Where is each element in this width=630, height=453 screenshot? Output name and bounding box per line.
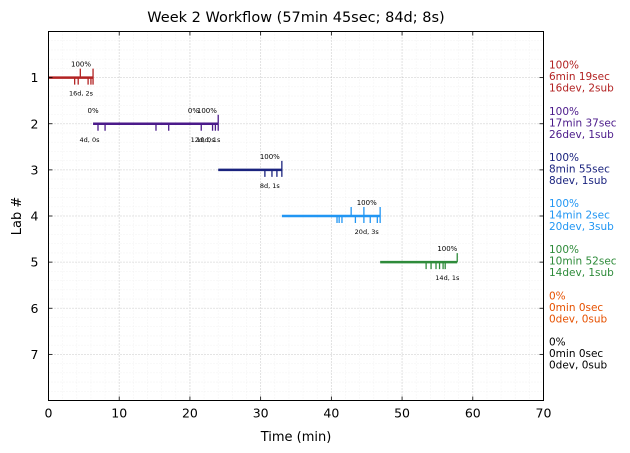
side-summary-line: 100%: [549, 244, 579, 256]
count-label: 16d, 2s: [69, 90, 94, 98]
percent-label: 0%: [188, 107, 199, 115]
x-tick-label: 0: [45, 406, 53, 421]
count-label: 4d, 0s: [80, 136, 101, 144]
percent-label: 100%: [437, 245, 457, 253]
count-label: 14d, 1s: [435, 274, 460, 282]
side-summary-line: 20dev, 3sub: [549, 221, 614, 233]
y-tick-label: 2: [31, 116, 39, 131]
count-label: 10d, 1s: [196, 136, 221, 144]
x-tick-label: 50: [394, 406, 410, 421]
y-tick-label: 4: [31, 209, 39, 224]
x-axis-label: Time (min): [260, 430, 332, 445]
count-label: 8d, 1s: [260, 182, 281, 190]
y-tick-label: 6: [31, 301, 39, 316]
side-summary-line: 8dev, 1sub: [549, 175, 608, 187]
percent-label: 100%: [260, 153, 280, 161]
percent-label: 100%: [197, 107, 217, 115]
x-tick-label: 30: [253, 406, 269, 421]
side-summary-line: 14dev, 1sub: [549, 267, 614, 279]
side-summary-line: 100%: [549, 60, 579, 72]
percent-label: 100%: [71, 61, 91, 69]
percent-label: 0%: [87, 107, 98, 115]
side-summary-line: 0min 0sec: [549, 302, 603, 314]
side-summary-line: 0%: [549, 290, 566, 302]
y-axis-label: Lab #: [10, 197, 25, 236]
x-tick-label: 10: [111, 406, 127, 421]
side-summary-line: 8min 55sec: [549, 163, 610, 175]
count-label: 20d, 3s: [355, 228, 380, 236]
side-summary-line: 100%: [549, 106, 579, 118]
side-summary-line: 100%: [549, 198, 579, 210]
axis-ticks: 0 10 20 30 40 50 60 70 1 2 3 4 5 6 7: [31, 31, 552, 421]
side-summary-line: 6min 19sec: [549, 71, 610, 83]
side-summary-line: 17min 37sec: [549, 117, 617, 129]
y-tick-label: 7: [31, 347, 39, 362]
side-summary-line: 0min 0sec: [549, 348, 603, 360]
x-tick-label: 70: [536, 406, 552, 421]
side-summary-line: 16dev, 2sub: [549, 83, 614, 95]
y-tick-label: 5: [31, 255, 39, 270]
side-summary-line: 0%: [549, 336, 566, 348]
side-summary-line: 100%: [549, 152, 579, 164]
side-summary-line: 0dev, 0sub: [549, 359, 608, 371]
count-label: 12d, 0s: [191, 136, 216, 144]
side-summary-line: 14min 2sec: [549, 210, 610, 222]
y-tick-label: 3: [31, 162, 39, 177]
side-summary-line: 10min 52sec: [549, 256, 617, 268]
side-summary-line: 0dev, 0sub: [549, 313, 608, 325]
side-summary-line: 26dev, 1sub: [549, 129, 614, 141]
chart-title: Week 2 Workflow (57min 45sec; 84d; 8s): [147, 10, 444, 26]
x-tick-label: 40: [323, 406, 339, 421]
y-tick-label: 1: [31, 70, 39, 85]
x-tick-label: 60: [465, 406, 481, 421]
percent-label: 100%: [357, 199, 377, 207]
x-tick-label: 20: [182, 406, 198, 421]
